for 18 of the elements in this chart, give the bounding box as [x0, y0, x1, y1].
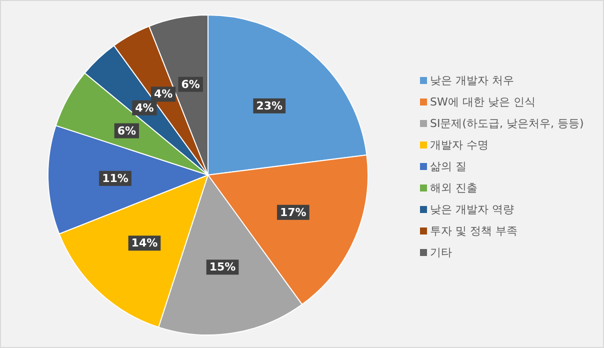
data-label: 15% [209, 260, 236, 274]
legend-label: 해외 진출 [430, 182, 478, 194]
legend-label: 낮은 개발자 처우 [430, 74, 514, 87]
data-label: 14% [131, 236, 158, 250]
legend-label: SI문제(하도급, 낮은처우, 등등) [430, 117, 584, 130]
legend-label: 삶의 질 [430, 160, 466, 173]
data-label: 17% [280, 206, 306, 219]
legend-label: 개발자 수명 [430, 138, 488, 152]
data-label: 6% [117, 124, 136, 138]
legend-label: SW에 대한 낮은 인식 [430, 96, 536, 108]
data-label: 11% [102, 172, 128, 185]
data-label: 23% [256, 99, 283, 112]
data-label: 4% [135, 101, 154, 114]
legend-label: 낮은 개발자 역량 [430, 203, 514, 216]
data-label: 6% [181, 78, 200, 91]
legend-label: 기타 [430, 246, 452, 259]
legend-label: 투자 및 정책 부족 [430, 224, 518, 238]
data-label: 4% [154, 88, 173, 101]
